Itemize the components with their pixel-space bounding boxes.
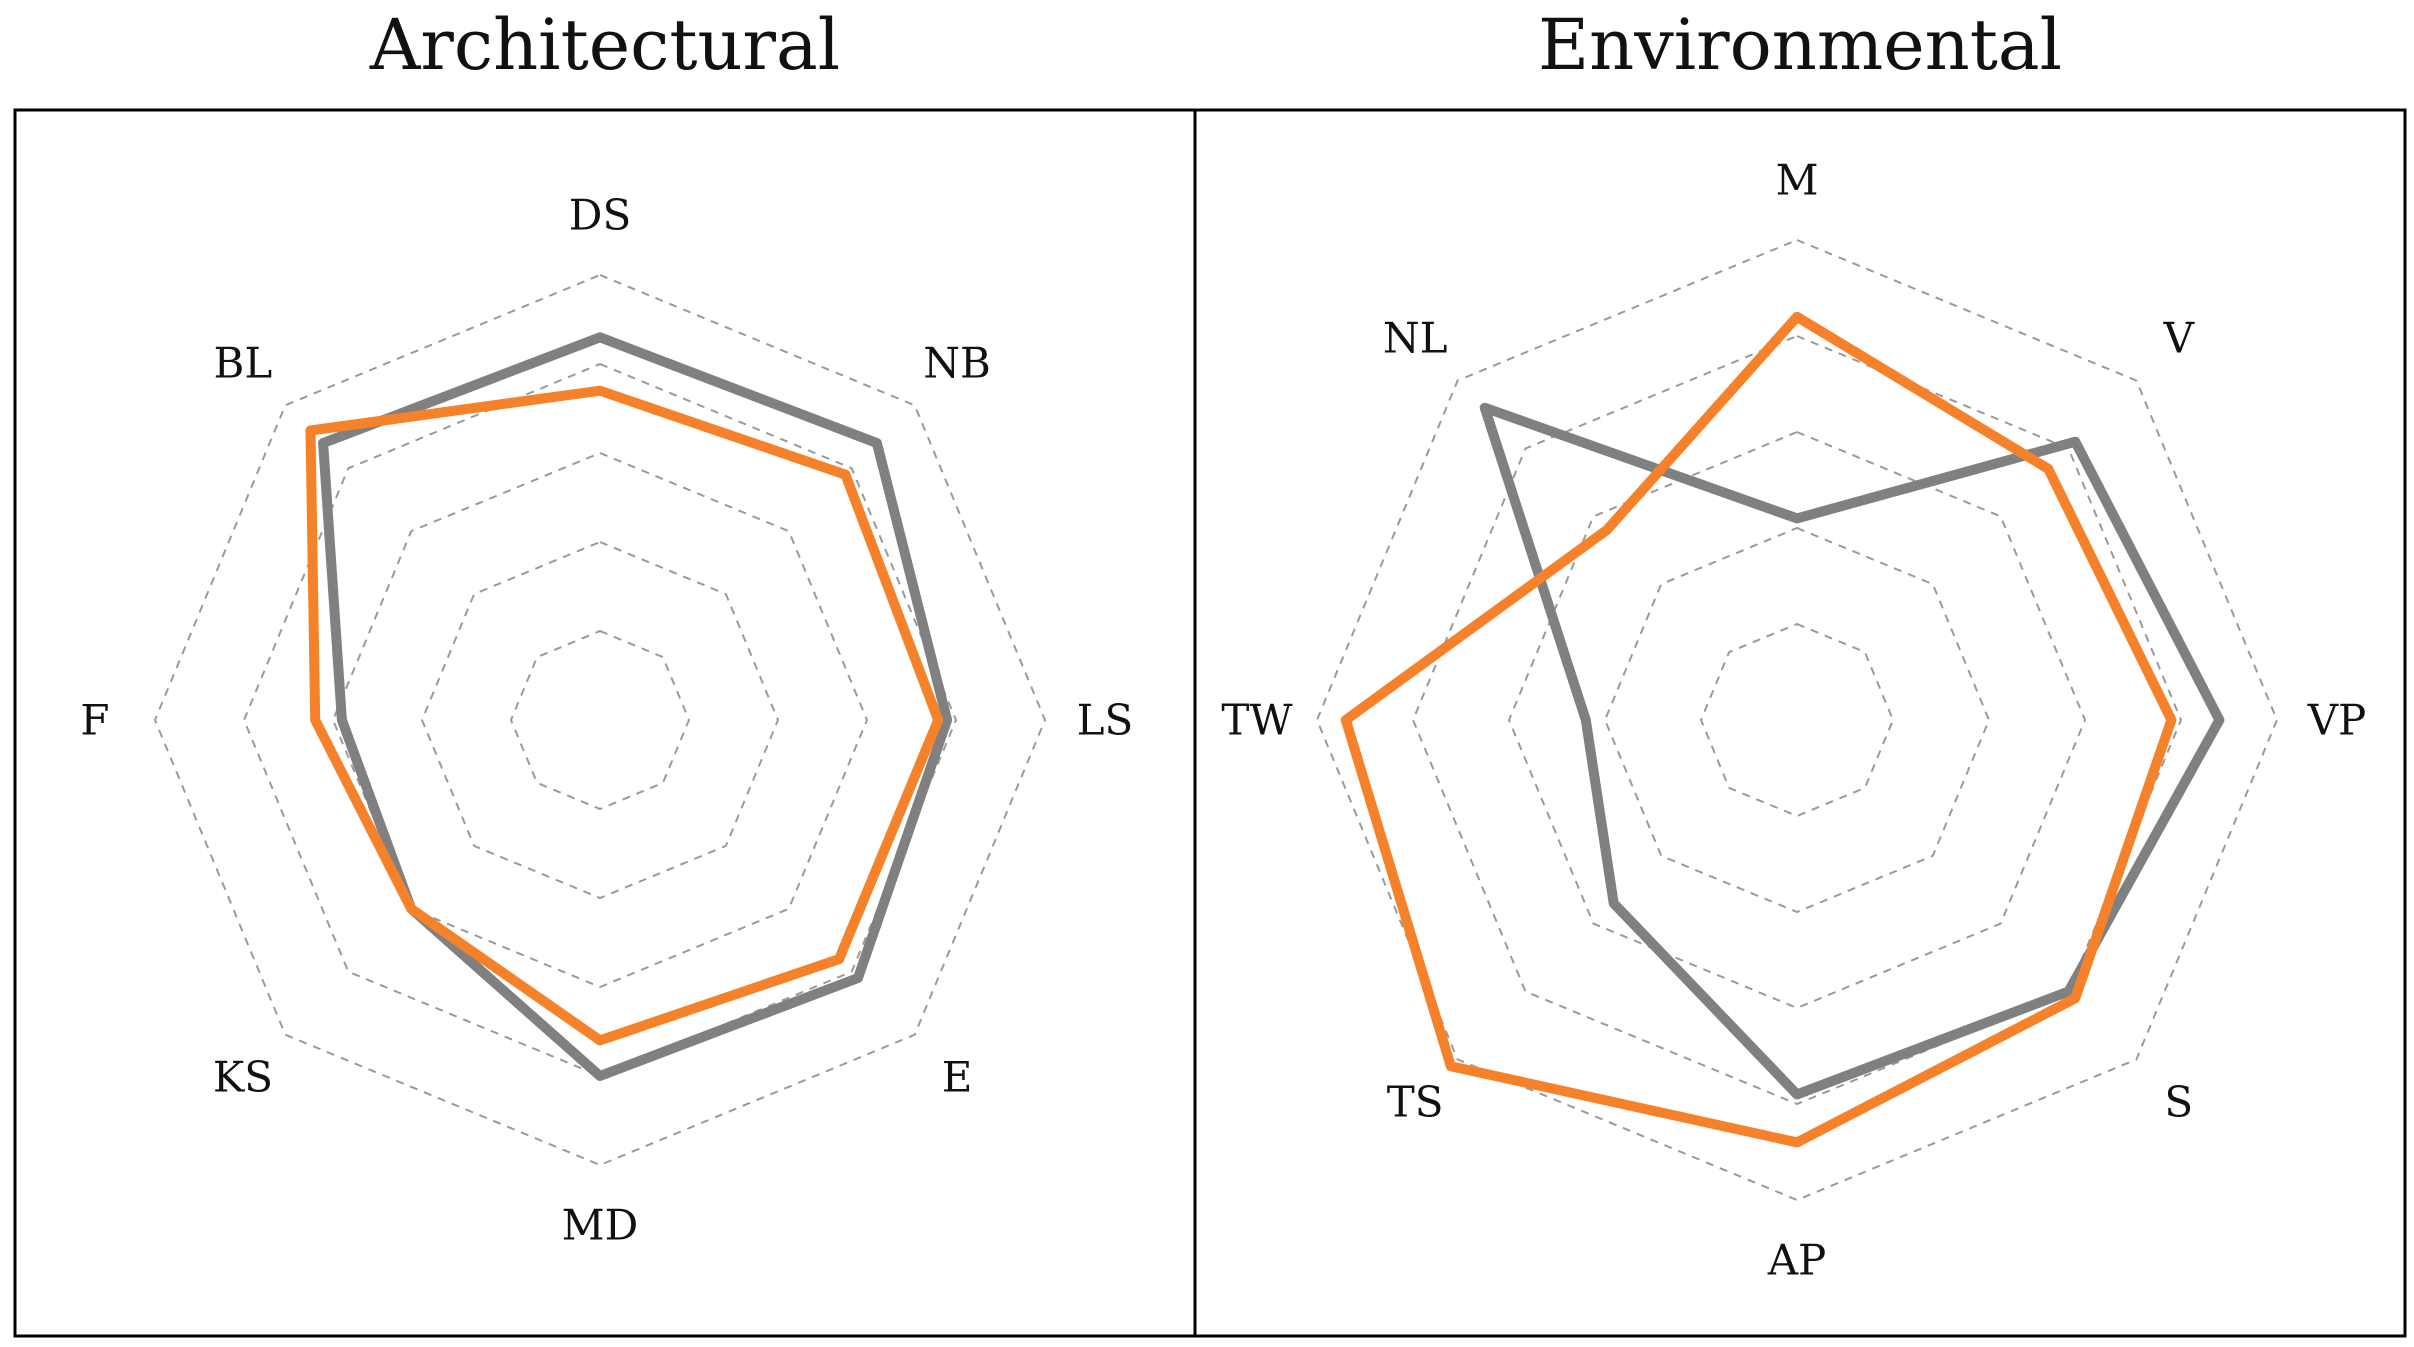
architectural-chart-title: Architectural — [369, 4, 841, 86]
environmental-axis-label-s: S — [2164, 1077, 2193, 1126]
architectural-axis-label-nb: NB — [923, 338, 991, 387]
architectural-grid-ring-3 — [331, 451, 869, 989]
environmental-axis-label-tw: TW — [1221, 696, 1293, 745]
architectural-radar-chart: DS NB LS E MD KS F BL — [80, 191, 1133, 1250]
architectural-axis-label-ls: LS — [1077, 696, 1134, 745]
architectural-grid-ring-4 — [242, 362, 958, 1078]
architectural-grid-ring-1 — [509, 629, 691, 811]
architectural-axis-label-bl: BL — [214, 338, 273, 387]
architectural-grid-ring-5 — [153, 273, 1047, 1167]
environmental-grid-ring-4 — [1411, 334, 2183, 1106]
environmental-axis-label-v: V — [2163, 314, 2195, 363]
architectural-axis-label-f: F — [80, 696, 109, 745]
environmental-axis-label-nl: NL — [1383, 314, 1448, 363]
environmental-axis-label-ts: TS — [1387, 1077, 1444, 1126]
architectural-axis-label-ks: KS — [213, 1053, 273, 1102]
environmental-axis-label-ap: AP — [1767, 1236, 1827, 1285]
environmental-grid-ring-1 — [1699, 622, 1895, 818]
architectural-grid-ring-2 — [420, 540, 780, 900]
environmental-series-2-line — [1340, 311, 2177, 1148]
environmental-axis-label-vp: VP — [2307, 696, 2367, 745]
environmental-radar-chart: M V VP S AP TS TW NL — [1221, 156, 2366, 1285]
environmental-grid-ring-5 — [1315, 238, 2279, 1202]
architectural-series-2-line — [305, 385, 944, 1046]
chart-frame — [13, 108, 2407, 1338]
environmental-grid-ring-2 — [1603, 526, 1991, 914]
architectural-axis-label-ds: DS — [569, 191, 631, 240]
architectural-axis-label-e: E — [942, 1053, 973, 1102]
architectural-axis-label-md: MD — [562, 1201, 639, 1250]
environmental-chart-title: Environmental — [1538, 4, 2062, 86]
architectural-series-1-line — [318, 332, 953, 1081]
environmental-axis-label-m: M — [1775, 156, 1818, 205]
environmental-series-1-line — [1479, 402, 2225, 1100]
